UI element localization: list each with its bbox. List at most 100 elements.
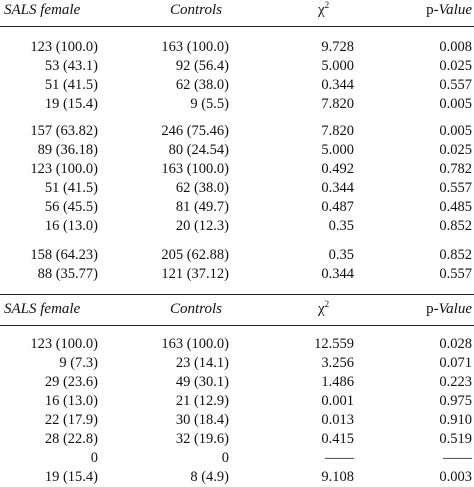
controls-cell: 80 (24.54) [168,142,229,158]
header-sals-female: SALS female [4,2,81,18]
table-row: 22 (17.9) 30 (18.4) 0.013 0.910 [0,410,474,430]
p-value-cell: 0.025 [439,142,472,158]
controls-cell: 205 (62.88) [161,247,229,263]
table-row: 28 (22.8) 32 (19.6) 0.415 0.519 [0,429,474,449]
controls-cell: 92 (56.4) [175,58,229,74]
sals-female-cell: 16 (13.0) [44,218,98,234]
table-row: 123 (100.0) 163 (100.0) 9.728 0.008 [0,37,474,57]
sals-female-cell: 29 (23.6) [44,374,98,390]
chi-square-cell: 5.000 [321,142,354,158]
header-controls: Controls [170,301,222,317]
table-row: 16 (13.0) 20 (12.3) 0.35 0.852 [0,216,474,236]
sals-female-cell: 53 (43.1) [44,58,98,74]
p-value-cell: 0.071 [439,355,472,371]
p-value-cell: 0.852 [439,247,472,263]
chi-square-cell: —— [325,450,354,466]
sals-female-cell: 88 (35.77) [37,266,98,282]
controls-cell: 23 (14.1) [175,355,229,371]
chi-square-cell: 0.487 [321,199,354,215]
sals-female-cell: 16 (13.0) [44,393,98,409]
table-row: 157 (63.82) 246 (75.46) 7.820 0.005 [0,121,474,141]
chi-square-cell: 0.415 [321,431,354,447]
table-row: 0 0 —— —— [0,448,474,468]
sals-female-cell: 28 (22.8) [44,431,98,447]
p-value-cell: 0.557 [439,77,472,93]
table2-header-rule [0,325,474,326]
chi-square-cell: 9.108 [321,469,354,485]
table-row: 19 (15.4) 9 (5.5) 7.820 0.005 [0,94,474,114]
p-value-cell: 0.005 [439,123,472,139]
chi-square-cell: 0.013 [321,412,354,428]
sals-female-cell: 123 (100.0) [30,161,98,177]
table-row: 19 (15.4) 8 (4.9) 9.108 0.003 [0,467,474,487]
controls-cell: 163 (100.0) [161,39,229,55]
table-row: 51 (41.5) 62 (38.0) 0.344 0.557 [0,75,474,95]
chi-square-cell: 0.492 [321,161,354,177]
table-row: 158 (64.23) 205 (62.88) 0.35 0.852 [0,245,474,265]
controls-cell: 81 (49.7) [175,199,229,215]
table-row: 88 (35.77) 121 (37.12) 0.344 0.557 [0,264,474,284]
controls-cell: 30 (18.4) [175,412,229,428]
controls-cell: 62 (38.0) [175,77,229,93]
sals-female-cell: 19 (15.4) [44,96,98,112]
controls-cell: 121 (37.12) [161,266,229,282]
controls-cell: 246 (75.46) [161,123,229,139]
table-row: 51 (41.5) 62 (38.0) 0.344 0.557 [0,178,474,198]
p-value-cell: 0.975 [439,393,472,409]
chi-square-cell: 0.35 [328,247,354,263]
p-value-cell: 0.008 [439,39,472,55]
sals-female-cell: 123 (100.0) [30,336,98,352]
controls-cell: 32 (19.6) [175,431,229,447]
controls-cell: 21 (12.9) [175,393,229,409]
chi-square-cell: 0.344 [321,180,354,196]
p-value-cell: 0.782 [439,161,472,177]
controls-cell: 0 [221,450,229,466]
table1-header-rule [0,26,474,27]
controls-cell: 62 (38.0) [175,180,229,196]
table-row: 29 (23.6) 49 (30.1) 1.486 0.223 [0,372,474,392]
table2-header-row: SALS female Controls χ2 p-Value [0,299,474,319]
header-controls: Controls [170,2,222,18]
chi-square-cell: 0.344 [321,266,354,282]
p-value-cell: 0.005 [439,96,472,112]
p-value-cell: 0.910 [439,412,472,428]
p-value-cell: 0.485 [439,199,472,215]
sals-female-cell: 19 (15.4) [44,469,98,485]
p-value-cell: —— [443,450,472,466]
p-value-cell: 0.557 [439,180,472,196]
table-row: 123 (100.0) 163 (100.0) 12.559 0.028 [0,334,474,354]
table-row: 16 (13.0) 21 (12.9) 0.001 0.975 [0,391,474,411]
sals-female-cell: 51 (41.5) [44,180,98,196]
p-value-cell: 0.557 [439,266,472,282]
p-value-cell: 0.028 [439,336,472,352]
table2-top-rule [0,294,474,295]
chi-square-cell: 0.344 [321,77,354,93]
header-p-value: p-Value [426,301,472,317]
sals-female-cell: 123 (100.0) [30,39,98,55]
p-value-cell: 0.025 [439,58,472,74]
sals-female-cell: 9 (7.3) [59,355,98,371]
chi-square-cell: 1.486 [321,374,354,390]
chi-square-cell: 12.559 [314,336,354,352]
sals-female-cell: 51 (41.5) [44,77,98,93]
sals-female-cell: 0 [90,450,98,466]
p-value-cell: 0.223 [439,374,472,390]
table1-header-row: SALS female Controls χ2 p-Value [0,0,474,20]
header-chi-square: χ2 [318,0,330,19]
table-row: 9 (7.3) 23 (14.1) 3.256 0.071 [0,353,474,373]
chi-square-cell: 5.000 [321,58,354,74]
controls-cell: 163 (100.0) [161,161,229,177]
table-row: 53 (43.1) 92 (56.4) 5.000 0.025 [0,56,474,76]
table-row: 56 (45.5) 81 (49.7) 0.487 0.485 [0,197,474,217]
sals-female-cell: 56 (45.5) [44,199,98,215]
table-row: 89 (36.18) 80 (24.54) 5.000 0.025 [0,140,474,160]
chi-square-cell: 0.35 [328,218,354,234]
header-sals-female: SALS female [4,301,81,317]
chi-square-cell: 3.256 [321,355,354,371]
controls-cell: 8 (4.9) [190,469,229,485]
table-row: 123 (100.0) 163 (100.0) 0.492 0.782 [0,159,474,179]
p-value-cell: 0.519 [439,431,472,447]
sals-female-cell: 89 (36.18) [37,142,98,158]
sals-female-cell: 158 (64.23) [30,247,98,263]
